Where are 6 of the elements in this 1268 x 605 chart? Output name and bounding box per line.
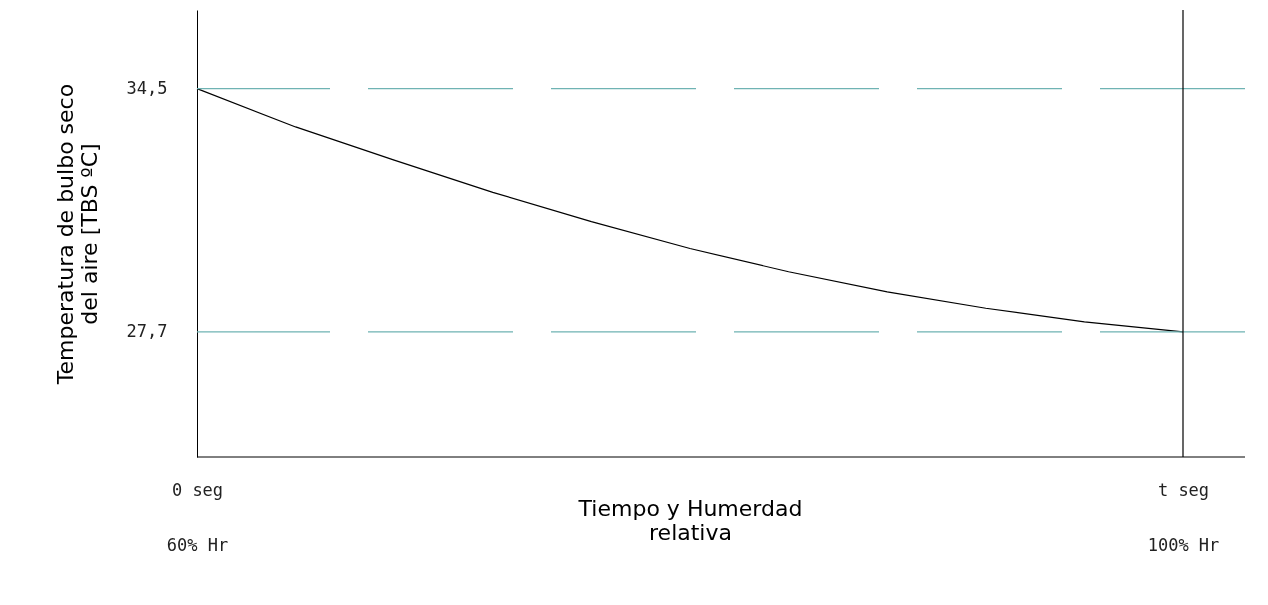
category-label: t seg 100% Hr <box>1147 479 1220 555</box>
category-label: 0 seg 60% Hr <box>166 479 229 555</box>
y-axis-title: Temperatura de bulbo seco del aire [TBS ºC] <box>52 83 102 386</box>
x-axis-title: Tiempo y Humerdad relativa <box>577 495 803 545</box>
y-tick-label: 34,5 <box>126 78 168 99</box>
y-tick-label: 27,7 <box>126 321 168 342</box>
